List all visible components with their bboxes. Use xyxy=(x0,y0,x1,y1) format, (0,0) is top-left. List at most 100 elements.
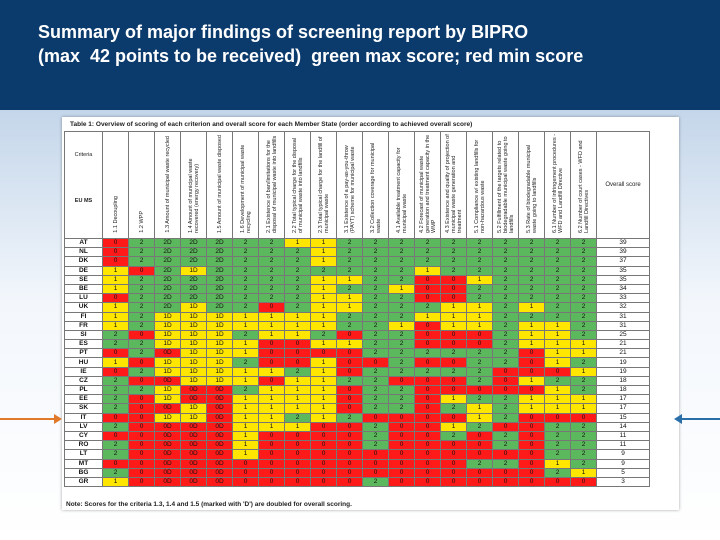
score-cell: 0 xyxy=(336,440,363,451)
score-cell: 2 xyxy=(492,440,519,451)
score-cell: 0D xyxy=(206,412,233,423)
score-cell: 2 xyxy=(518,293,545,304)
score-cell: 2 xyxy=(570,256,597,267)
score-cell: 2 xyxy=(544,311,571,322)
score-cell: 0 xyxy=(284,476,311,488)
criterion-header: 2.3 Total typical charge for the landfil… xyxy=(310,131,337,239)
score-cell: 0D xyxy=(154,430,181,442)
member-state-code: EE xyxy=(64,394,103,405)
score-cell: 0 xyxy=(310,449,337,460)
overall-score-cell: 9 xyxy=(596,449,650,460)
overall-score-cell: 19 xyxy=(596,357,650,368)
score-cell: 2D xyxy=(206,247,233,258)
score-cell: 2 xyxy=(570,311,597,322)
score-cell: 0 xyxy=(310,476,337,488)
score-cell: 0 xyxy=(440,339,467,350)
score-cell: 2 xyxy=(518,283,545,295)
score-cell: 1D xyxy=(154,394,181,405)
member-state-code: AT xyxy=(64,237,103,249)
score-cell: 2 xyxy=(258,247,285,258)
member-state-code: FR xyxy=(64,320,103,331)
score-cell: 2 xyxy=(518,274,545,285)
score-cell: 0 xyxy=(414,440,441,451)
scoring-table-image: Table 1: Overview of scoring of each cri… xyxy=(62,117,679,510)
criterion-header: 3.2 Collection coverage for municipal wa… xyxy=(362,131,389,239)
score-cell: 2 xyxy=(388,339,415,350)
score-cell: 0 xyxy=(336,357,363,368)
score-cell: 1 xyxy=(570,348,597,359)
score-cell: 2D xyxy=(154,247,181,258)
score-cell: 0D xyxy=(206,449,233,460)
criterion-label: 3.1 Existence of a pay-as-you-throw (PAY… xyxy=(343,145,356,233)
score-cell: 0 xyxy=(310,421,337,432)
score-cell: 1 xyxy=(518,302,545,313)
member-state-code: RO xyxy=(64,440,103,451)
score-cell: 2 xyxy=(440,256,467,267)
score-cell: 2 xyxy=(388,265,415,276)
score-cell: 2 xyxy=(492,293,519,304)
score-cell: 2 xyxy=(414,348,441,359)
score-cell: 0D xyxy=(206,384,233,396)
score-cell: 0 xyxy=(388,440,415,451)
score-cell: 1 xyxy=(544,329,571,341)
table-row: CY 0 0 0D 0D 0D 1 0 0 0 0 2 0 0 2 0 2 0 2 2 11 xyxy=(64,430,650,442)
score-cell: 2 xyxy=(544,440,571,451)
score-cell: 2 xyxy=(284,256,311,267)
criterion-header: 5.1 Compliance w/ existing landfills for… xyxy=(466,131,493,239)
overall-score-cell: 31 xyxy=(596,320,650,331)
score-cell: 2D xyxy=(180,283,207,295)
score-cell: 2 xyxy=(388,403,415,414)
score-cell: 1 xyxy=(518,394,545,405)
score-cell: 2 xyxy=(570,458,597,469)
score-cell: 2D xyxy=(154,293,181,304)
score-cell: 2 xyxy=(570,329,597,341)
slide-title-line1: Summary of major findings of screening r… xyxy=(38,22,529,42)
score-cell: 2 xyxy=(128,302,155,313)
score-cell: 1 xyxy=(284,329,311,341)
table-row: SE 1 2 2D 2D 2D 2 2 2 1 1 2 2 0 0 1 2 2 2 2 35 xyxy=(64,274,650,285)
scoring-table: Criteria EU MS 1.1 Decoupling 1.2 WPP 1.3 Am… xyxy=(64,131,650,488)
score-cell: 1D xyxy=(180,366,207,377)
score-cell: 0 xyxy=(258,458,285,469)
score-cell: 1 xyxy=(518,403,545,414)
score-cell: 1 xyxy=(102,265,129,276)
score-cell: 2 xyxy=(388,366,415,377)
score-cell: 0 xyxy=(362,449,389,460)
criterion-label: 1.6 Development of municipal waste recyc… xyxy=(239,144,252,233)
criteria-label: Criteria xyxy=(74,152,93,158)
score-cell: 1 xyxy=(310,375,337,387)
score-cell: 2 xyxy=(362,265,389,276)
score-cell: 2 xyxy=(102,421,129,432)
score-cell: 0 xyxy=(414,458,441,469)
score-cell: 0 xyxy=(336,348,363,359)
score-cell: 0 xyxy=(102,256,129,267)
score-cell: 0 xyxy=(414,339,441,350)
criterion-label: 6.1 Number of infringement procedures - … xyxy=(551,133,564,233)
table-row: AT 0 2 2D 2D 2D 2 2 1 1 2 2 2 2 2 2 2 2 2 2 39 xyxy=(64,237,650,249)
score-cell: 0 xyxy=(414,375,441,387)
score-cell: 2 xyxy=(440,430,467,442)
score-cell: 0 xyxy=(336,329,363,341)
member-state-code: PT xyxy=(64,348,103,359)
score-cell: 1D xyxy=(180,412,207,423)
slide-header: Summary of major findings of screening r… xyxy=(0,0,720,110)
score-cell: 2 xyxy=(284,247,311,258)
score-cell: 0 xyxy=(388,458,415,469)
score-cell: 0 xyxy=(336,476,363,488)
score-cell: 1 xyxy=(284,375,311,387)
score-cell: 0 xyxy=(544,366,571,377)
score-cell: 2 xyxy=(544,293,571,304)
score-cell: 2 xyxy=(440,247,467,258)
score-cell: 0 xyxy=(284,458,311,469)
member-state-code: IT xyxy=(64,412,103,423)
score-cell: 1 xyxy=(310,256,337,267)
score-cell: 0 xyxy=(414,357,441,368)
slide-title-line2: (max 42 points to be received) green max… xyxy=(38,46,584,66)
score-cell: 0 xyxy=(414,329,441,341)
score-cell: 2 xyxy=(336,237,363,249)
score-cell: 0 xyxy=(388,430,415,442)
score-cell: 0 xyxy=(102,458,129,469)
score-cell: 2 xyxy=(466,237,493,249)
left-arrow-icon xyxy=(0,414,62,424)
score-cell: 2 xyxy=(232,274,259,285)
